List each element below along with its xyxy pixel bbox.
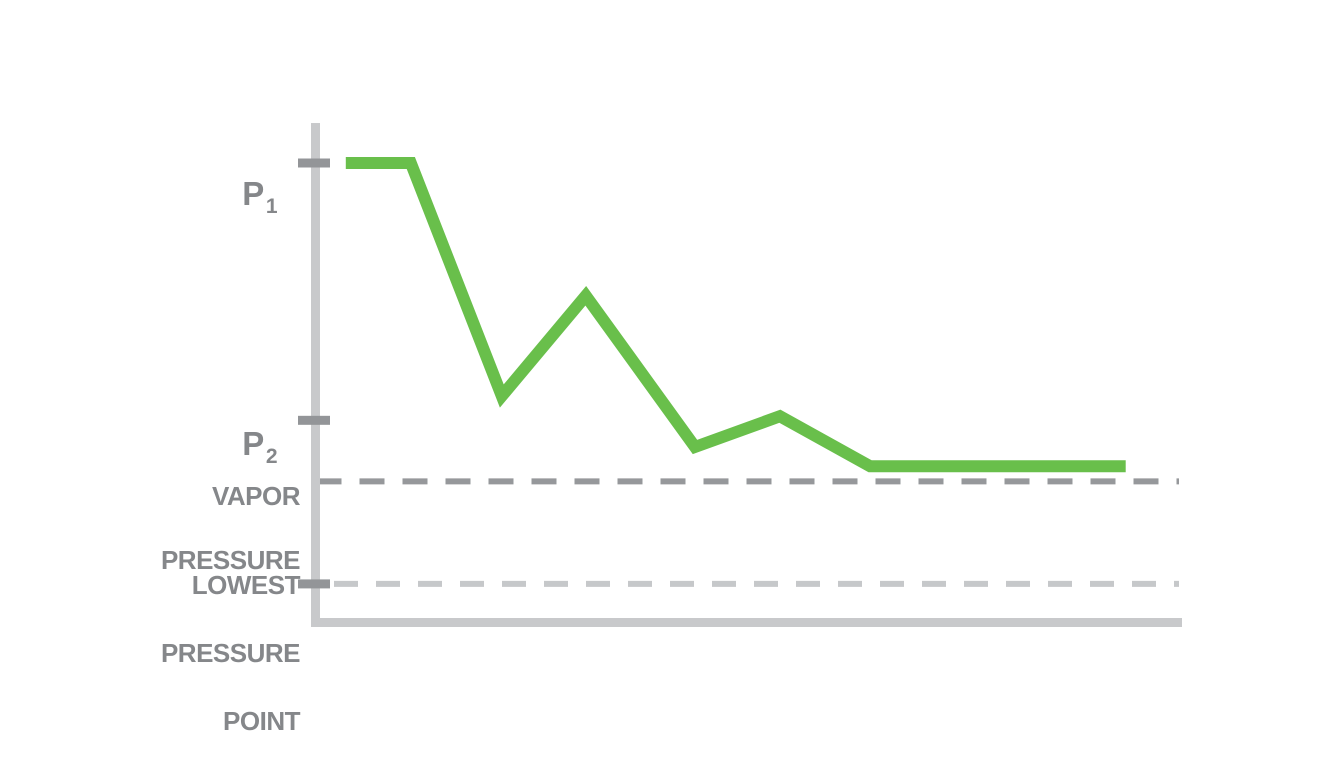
vapor-label-line2: PRESSURE (160, 545, 301, 575)
vapor-label-line1: VAPOR (211, 481, 301, 511)
lowest-label-line2: PRESSURE (160, 638, 301, 668)
y-axis-label-lowest-pressure-point: LOWEST PRESSURE POINT (80, 534, 301, 767)
tick-lowest-pressure-point (298, 579, 330, 589)
p1-symbol: P (242, 175, 264, 212)
p2-subscript: 2 (265, 445, 278, 468)
p2-symbol: P (242, 425, 264, 462)
p1-subscript: 1 (265, 195, 278, 218)
lowest-label-line1: LOWEST (191, 570, 301, 600)
tick-p1 (298, 158, 330, 168)
tick-p2 (298, 415, 330, 425)
y-axis-label-p2: P2 (160, 394, 277, 467)
y-axis (311, 123, 320, 627)
x-axis (311, 618, 1182, 627)
y-axis-label-p1: P1 (160, 144, 277, 217)
series-pressure-profile (345, 157, 1126, 473)
lowest-label-line3: POINT (223, 706, 300, 736)
y-axis-label-vapor-pressure: VAPOR PRESSURE (80, 448, 301, 608)
